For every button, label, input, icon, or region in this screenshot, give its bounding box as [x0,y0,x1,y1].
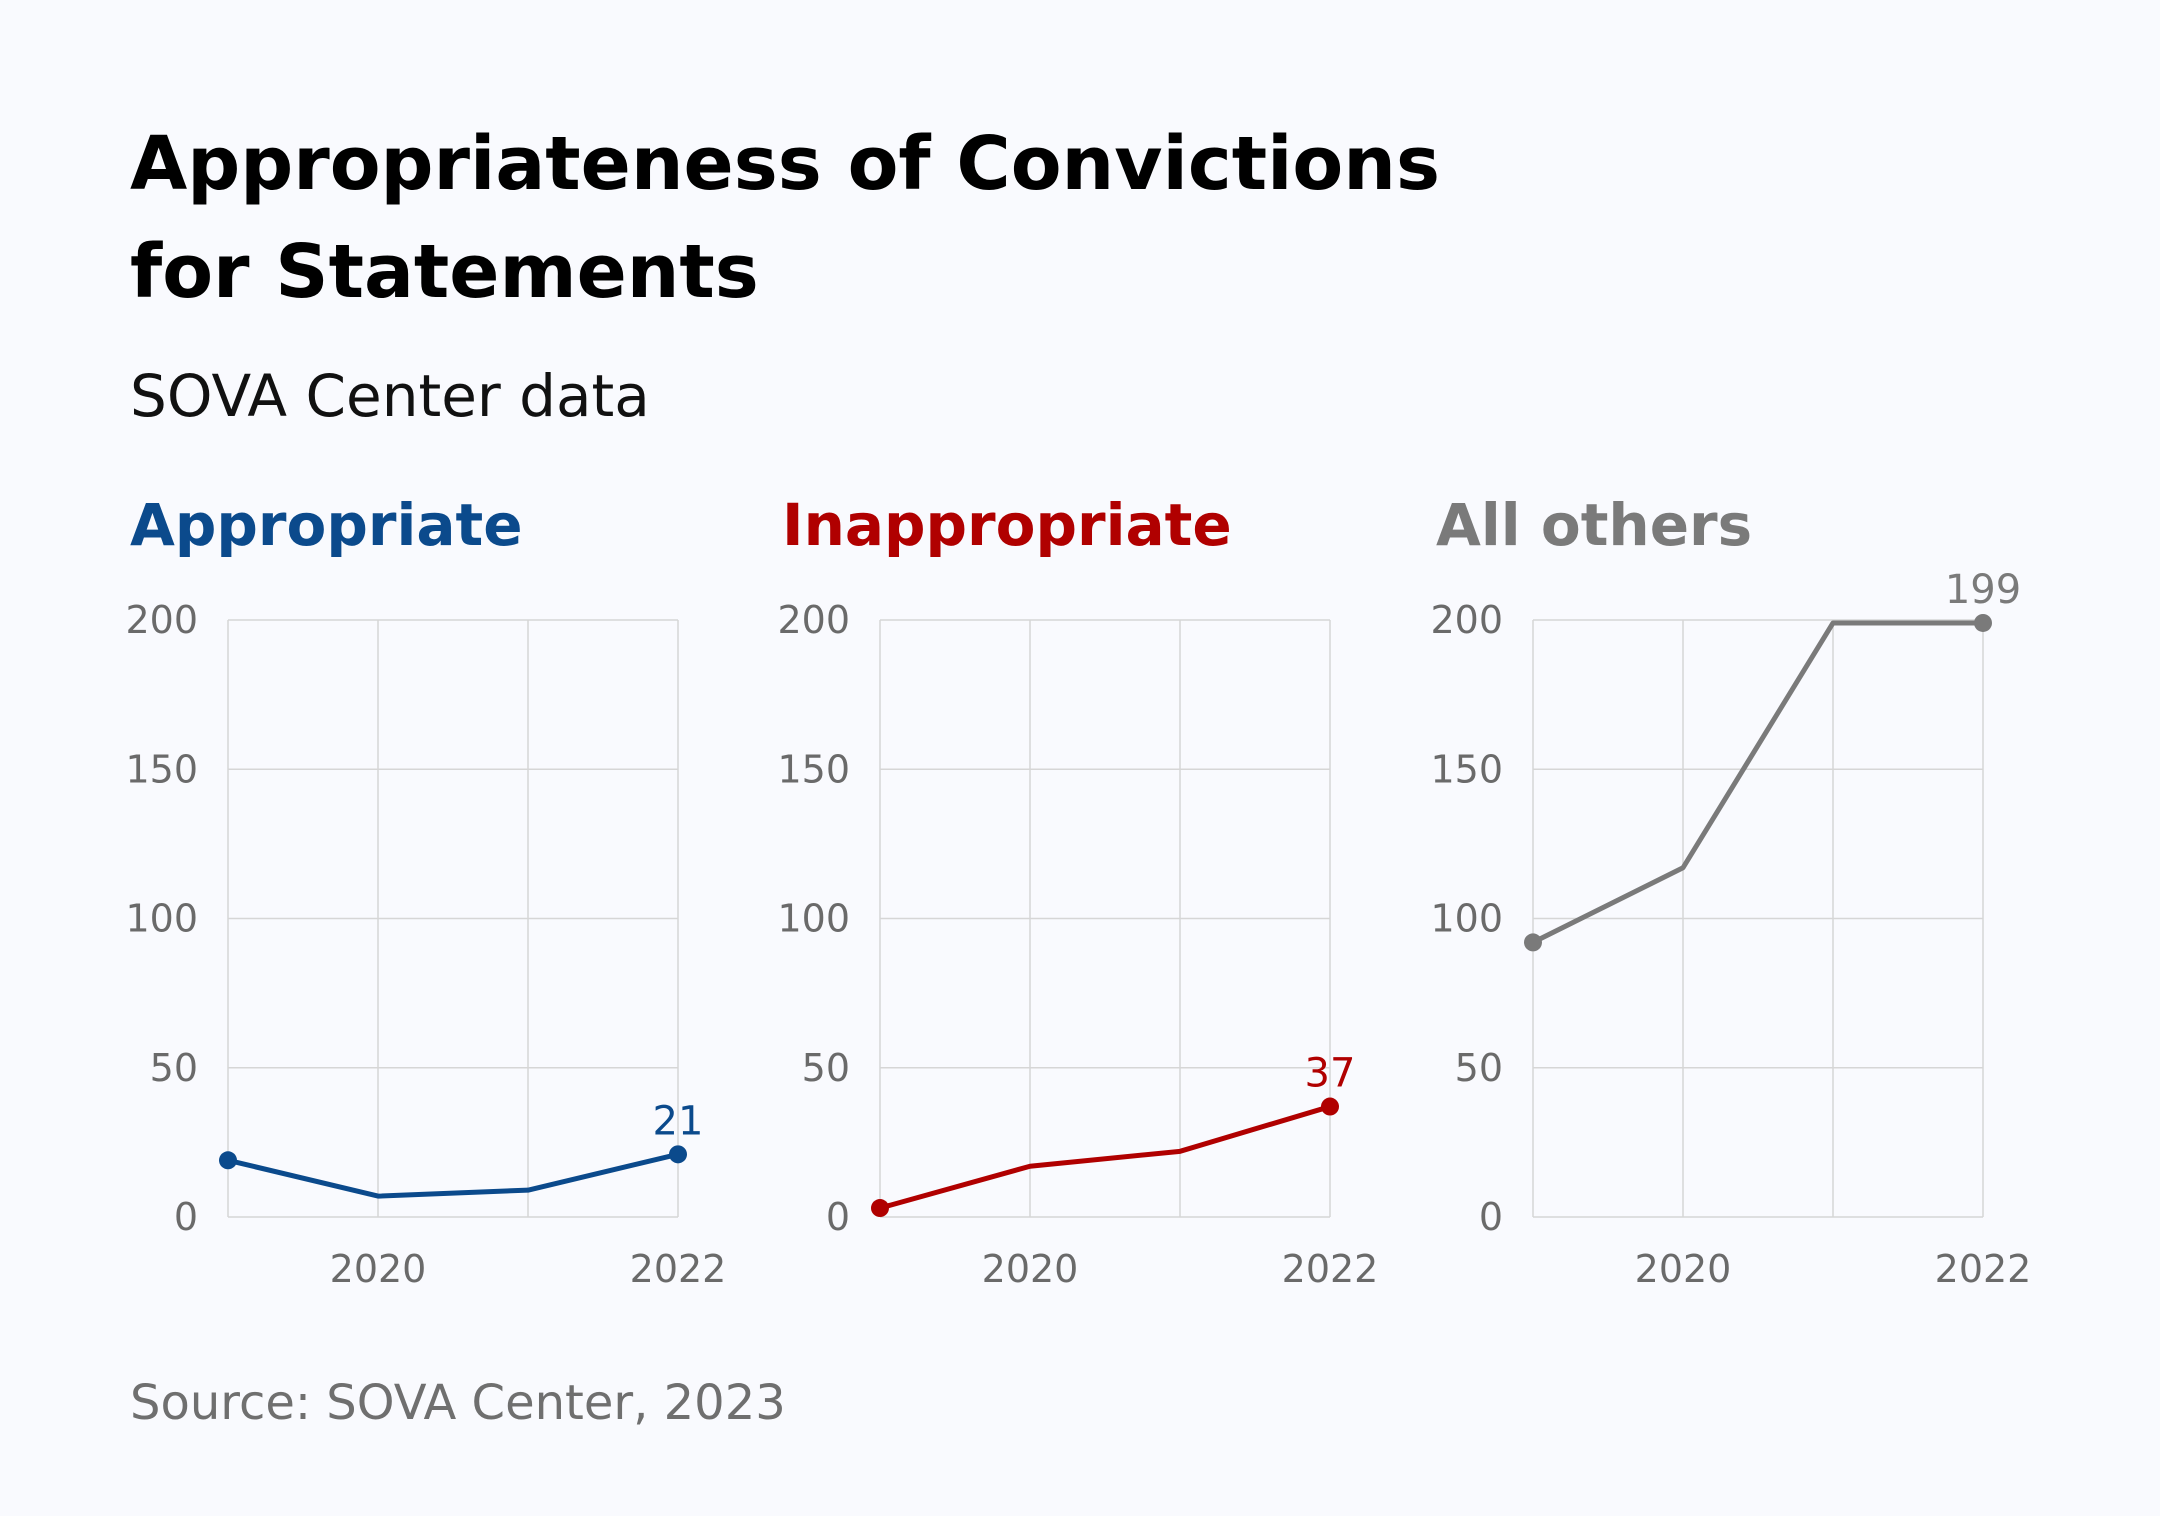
chart-title-line-1: Appropriateness of Convictions [130,121,1440,207]
panel-inappropriate: Inappropriate 0 50 100 150 200 2020 2022 37 [777,491,1378,1291]
y-tick-label: 100 [125,897,198,941]
y-tick-label: 200 [125,598,198,642]
data-point [1524,933,1542,952]
series-line-appropriate [227,1151,679,1199]
x-tick-label: 2022 [1282,1247,1379,1291]
data-point [669,1145,687,1164]
chart-subtitle: SOVA Center data [130,362,650,430]
y-tick-label: 200 [1430,598,1503,642]
y-tick-label: 50 [150,1046,198,1090]
y-tick-label: 0 [1479,1195,1503,1239]
panel-appropriate: Appropriate 0 50 100 150 200 2020 2022 21 [125,491,726,1291]
data-label-all-others: 199 [1945,567,2021,613]
panel-title-inappropriate: Inappropriate [782,491,1232,559]
data-point [1321,1097,1339,1116]
y-tick-label: 50 [1455,1046,1503,1090]
panel-title-all-others: All others [1436,491,1752,559]
y-tick-label: 200 [777,598,850,642]
y-tick-label: 0 [826,1195,850,1239]
series-line-inappropriate [879,1104,1331,1211]
x-tick-label: 2020 [1635,1247,1732,1291]
data-label-inappropriate: 37 [1305,1051,1356,1097]
data-label-appropriate: 21 [653,1098,704,1144]
x-tick-label: 2022 [1935,1247,2032,1291]
panel-title-appropriate: Appropriate [130,491,523,559]
data-point [1974,613,1992,632]
data-point [219,1151,237,1170]
data-point [871,1199,889,1218]
chart-title-line-2: for Statements [130,229,759,315]
y-tick-label: 50 [802,1046,850,1090]
y-tick-label: 150 [777,747,850,791]
y-tick-label: 150 [1430,747,1503,791]
chart-title: Appropriateness of Convictions for State… [130,110,1630,326]
x-tick-label: 2020 [982,1247,1079,1291]
x-tick-label: 2020 [330,1247,427,1291]
y-tick-label: 150 [125,747,198,791]
x-tick-label: 2022 [630,1247,727,1291]
y-tick-label: 100 [777,897,850,941]
y-tick-label: 0 [174,1195,198,1239]
series-line-all-others [1531,620,1983,945]
source-note: Source: SOVA Center, 2023 [130,1375,786,1431]
panel-all-others: All others 0 50 100 150 200 2020 2022 199 [1430,491,2031,1291]
y-tick-label: 100 [1430,897,1503,941]
